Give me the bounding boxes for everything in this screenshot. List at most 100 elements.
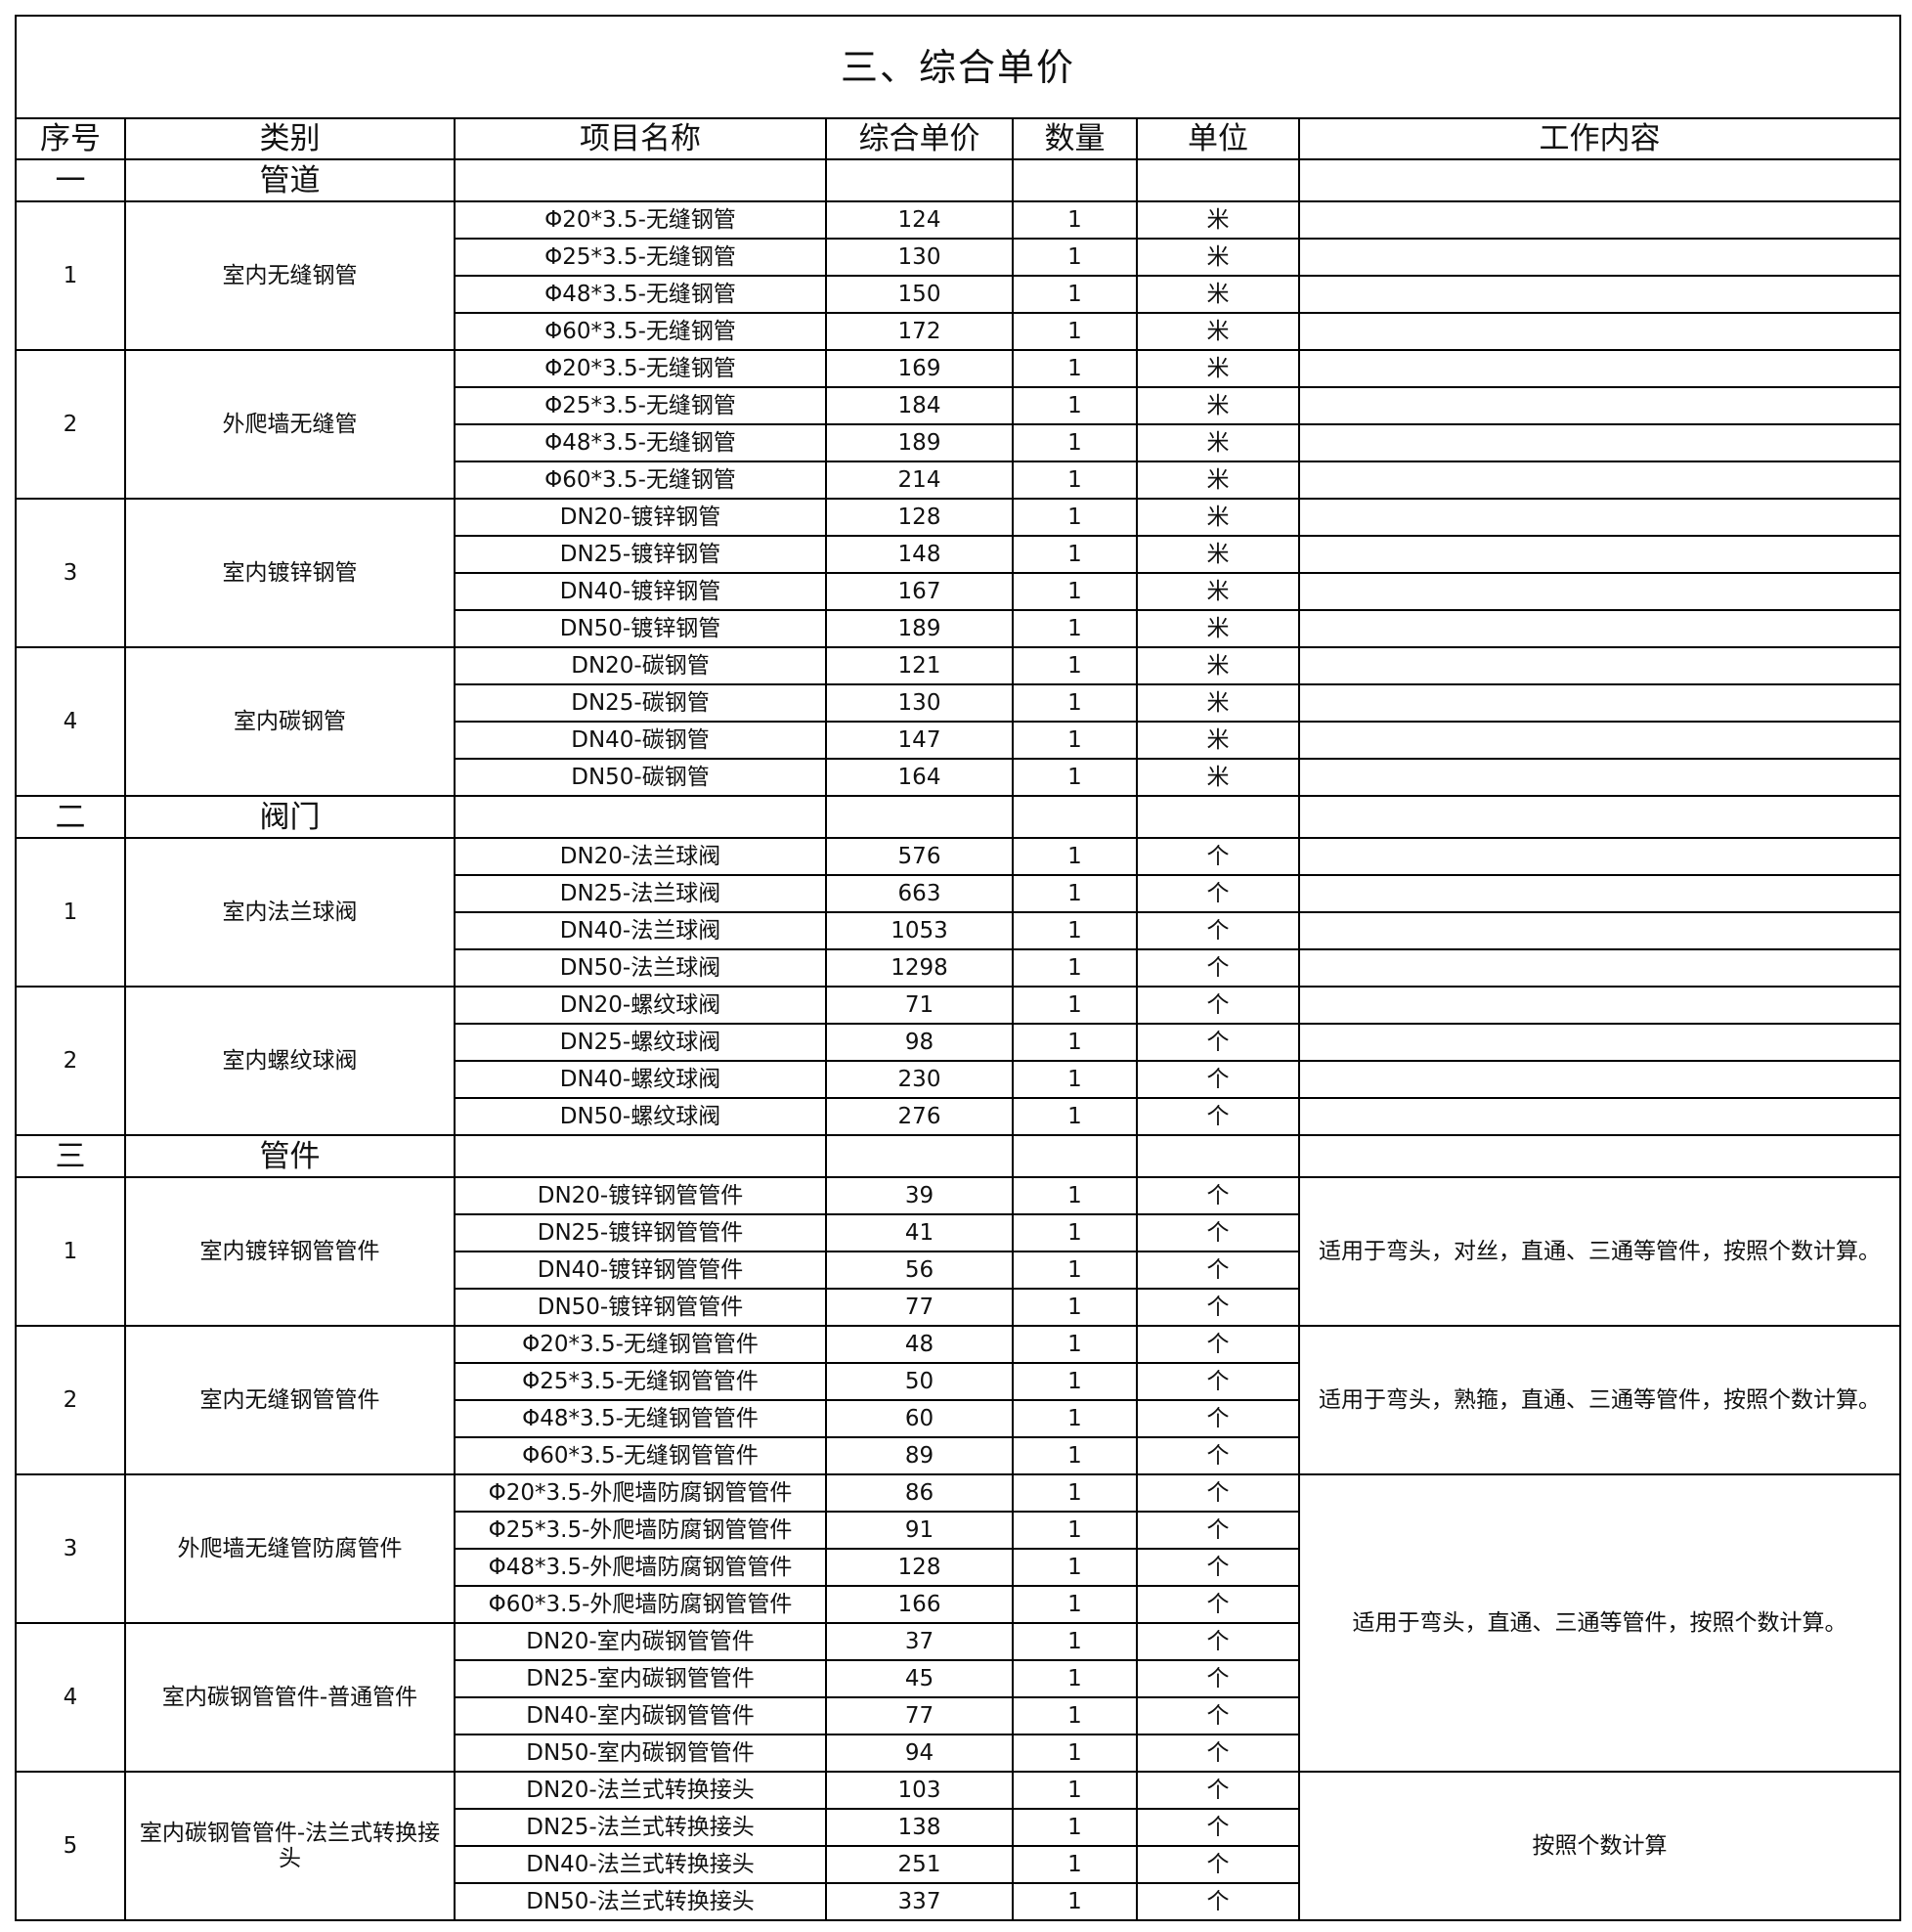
table-title: 三、综合单价	[14, 15, 1902, 119]
item-name: DN50-法兰式转换接头	[454, 1882, 827, 1921]
empty-cell	[825, 1134, 1014, 1178]
table-row: DN40-碳钢管 147 1 米	[16, 721, 1902, 760]
item-price: 164	[825, 758, 1014, 797]
item-name: Φ20*3.5-无缝钢管管件	[454, 1325, 827, 1364]
group-category: 室内镀锌钢管管件	[124, 1176, 456, 1327]
item-unit: 个	[1136, 1734, 1300, 1773]
work-content-cell	[1297, 498, 1902, 537]
item-name: DN25-法兰式转换接头	[454, 1808, 827, 1847]
table-row: DN50-碳钢管 164 1 米	[16, 758, 1902, 797]
item-quantity: 1	[1012, 1511, 1138, 1550]
table-row: DN50-法兰式转换接头 337 1 个	[16, 1882, 1900, 1921]
empty-cell	[1136, 795, 1300, 839]
empty-cell	[1297, 1134, 1902, 1178]
item-price: 251	[825, 1845, 1014, 1884]
item-unit: 米	[1136, 349, 1300, 388]
item-quantity: 1	[1012, 386, 1138, 425]
item-name: DN50-法兰球阀	[454, 948, 827, 988]
item-quantity: 1	[1012, 200, 1138, 240]
work-content-cell	[1297, 349, 1902, 388]
item-unit: 米	[1136, 386, 1300, 425]
group-category: 室内碳钢管管件-普通管件	[124, 1622, 456, 1773]
table-row: 4 室内碳钢管 DN20-碳钢管 121 1 米	[15, 646, 1902, 797]
header-unit: 单位	[1136, 117, 1300, 160]
item-name: DN50-室内碳钢管管件	[454, 1734, 827, 1773]
group-number: 4	[15, 646, 126, 797]
item-name: Φ60*3.5-外爬墙防腐钢管管件	[454, 1585, 827, 1624]
item-name: DN50-碳钢管	[454, 758, 827, 797]
work-content-cell	[1297, 1060, 1902, 1099]
table-row: DN25-螺纹球阀 98 1 个	[16, 1023, 1902, 1062]
item-name: Φ48*3.5-无缝钢管	[454, 423, 827, 462]
table-row: DN25-室内碳钢管管件 45 1 个	[16, 1659, 1900, 1698]
item-name: DN40-螺纹球阀	[454, 1060, 827, 1099]
table-row: DN50-镀锌钢管 189 1 米	[16, 609, 1902, 648]
item-price: 138	[825, 1808, 1014, 1847]
item-unit: 米	[1136, 275, 1300, 314]
table-row: DN50-螺纹球阀 276 1 个	[16, 1097, 1902, 1136]
group-number: 4	[15, 1622, 126, 1773]
item-name: DN40-镀锌钢管管件	[454, 1251, 827, 1290]
group-number: 1	[15, 837, 126, 988]
item-unit: 个	[1136, 1251, 1300, 1290]
table-row: DN25-镀锌钢管管件 41 1 个	[16, 1213, 1900, 1252]
table-row: DN25-法兰球阀 663 1 个	[16, 874, 1902, 913]
item-price: 128	[825, 1548, 1014, 1587]
item-price: 167	[825, 572, 1014, 611]
item-quantity: 1	[1012, 758, 1138, 797]
item-price: 576	[825, 837, 1014, 876]
item-name: Φ60*3.5-无缝钢管	[454, 312, 827, 351]
group-number: 2	[15, 349, 126, 500]
work-content-cell	[1297, 423, 1902, 462]
item-price: 37	[825, 1622, 1014, 1661]
item-quantity: 1	[1012, 1473, 1138, 1513]
item-quantity: 1	[1012, 1288, 1138, 1327]
item-price: 56	[825, 1251, 1014, 1290]
item-price: 169	[825, 349, 1014, 388]
section-row: 一管道	[15, 158, 1902, 202]
item-name: Φ25*3.5-无缝钢管管件	[454, 1362, 827, 1401]
work-content-cell	[1297, 986, 1902, 1025]
item-unit: 米	[1136, 498, 1300, 537]
header-unit-price: 综合单价	[825, 117, 1014, 160]
item-price: 128	[825, 498, 1014, 537]
empty-cell	[1012, 1134, 1138, 1178]
group-category: 室内碳钢管	[124, 646, 456, 797]
item-quantity: 1	[1012, 683, 1138, 723]
work-content-note: 适用于弯头，直通、三通等管件，按照个数计算。	[1297, 1473, 1902, 1773]
item-price: 184	[825, 386, 1014, 425]
item-name: DN20-镀锌钢管管件	[454, 1176, 827, 1215]
item-quantity: 1	[1012, 1845, 1138, 1884]
item-quantity: 1	[1012, 1060, 1138, 1099]
item-price: 50	[825, 1362, 1014, 1401]
table-row: DN25-碳钢管 130 1 米	[16, 683, 1902, 723]
table-row: Φ48*3.5-无缝钢管 189 1 米	[16, 423, 1902, 462]
header-work-content: 工作内容	[1297, 117, 1902, 160]
item-name: DN40-室内碳钢管管件	[454, 1696, 827, 1735]
table-row: 3 室内镀锌钢管 DN20-镀锌钢管 128 1 米	[15, 498, 1902, 648]
item-unit: 米	[1136, 461, 1300, 500]
header-quantity: 数量	[1012, 117, 1138, 160]
item-price: 189	[825, 423, 1014, 462]
empty-cell	[454, 1134, 827, 1178]
item-name: Φ25*3.5-无缝钢管	[454, 386, 827, 425]
item-quantity: 1	[1012, 1399, 1138, 1438]
table-row: DN40-镀锌钢管管件 56 1 个	[16, 1251, 1900, 1290]
table-row: DN40-法兰球阀 1053 1 个	[16, 911, 1902, 950]
item-unit: 个	[1136, 1436, 1300, 1475]
item-unit: 米	[1136, 312, 1300, 351]
work-content-cell	[1297, 911, 1902, 950]
item-price: 147	[825, 721, 1014, 760]
item-unit: 个	[1136, 1023, 1300, 1062]
empty-cell	[1297, 795, 1902, 839]
item-quantity: 1	[1012, 498, 1138, 537]
item-unit: 米	[1136, 683, 1300, 723]
item-unit: 米	[1136, 758, 1300, 797]
item-name: DN20-法兰球阀	[454, 837, 827, 876]
item-name: Φ20*3.5-外爬墙防腐钢管管件	[454, 1473, 827, 1513]
item-price: 60	[825, 1399, 1014, 1438]
work-content-cell	[1297, 609, 1902, 648]
group-category: 室内无缝钢管管件	[124, 1325, 456, 1475]
item-name: DN40-碳钢管	[454, 721, 827, 760]
table-row: DN40-法兰式转换接头 251 1 个	[16, 1845, 1900, 1884]
